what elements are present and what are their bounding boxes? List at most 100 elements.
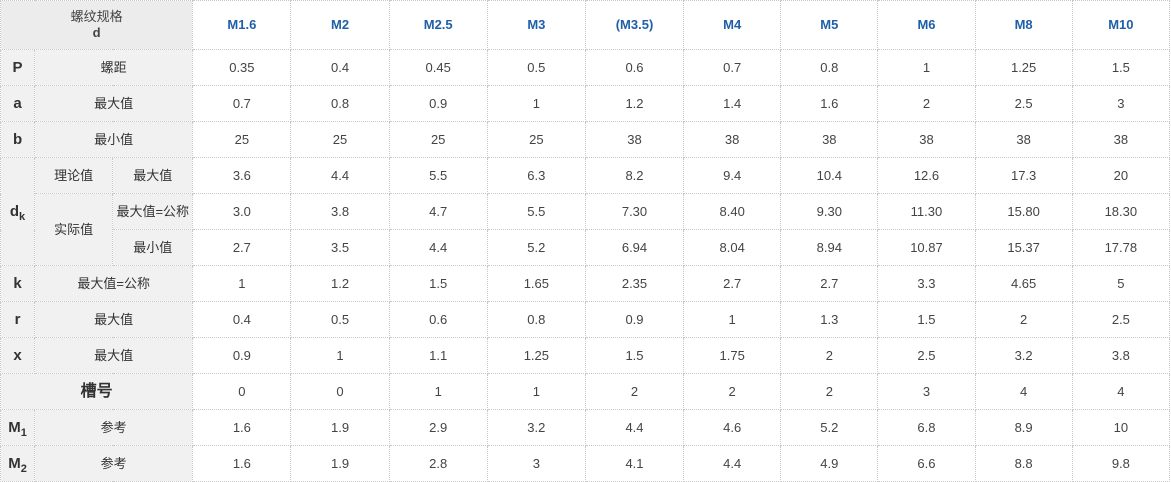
value-cell: 3.3 <box>877 265 976 302</box>
value-cell: 3.8 <box>1071 337 1171 374</box>
value-cell: 1.5 <box>1071 49 1171 86</box>
size-header: M8 <box>974 0 1073 50</box>
value-cell: 10.87 <box>877 229 976 266</box>
size-header: M3 <box>486 0 586 50</box>
row-label: 最大值 <box>112 157 194 194</box>
value-cell: 25 <box>388 121 488 158</box>
row-label: 螺距 <box>34 49 194 86</box>
value-cell: 3 <box>486 445 586 482</box>
value-cell: 9.8 <box>1071 445 1171 482</box>
value-cell: 8.9 <box>974 409 1073 446</box>
table-row: k 最大值=公称 1 1.2 1.5 1.65 2.35 2.7 2.7 3.3 4.65 5 <box>0 265 1171 302</box>
row-label: 最小值 <box>112 229 194 266</box>
value-cell: 2.7 <box>683 265 782 302</box>
table-row: P 螺距 0.35 0.4 0.45 0.5 0.6 0.7 0.8 1 1.25 1.5 <box>0 49 1171 86</box>
value-cell: 0.6 <box>388 301 488 338</box>
value-cell: 3.8 <box>290 193 390 230</box>
value-cell: 5 <box>1071 265 1171 302</box>
row-symbol: M1 <box>0 409 36 446</box>
value-cell: 0.7 <box>683 49 782 86</box>
value-cell: 2.7 <box>192 229 292 266</box>
value-cell: 5.2 <box>486 229 586 266</box>
value-cell: 8.94 <box>780 229 879 266</box>
value-cell: 9.30 <box>780 193 879 230</box>
value-cell: 25 <box>290 121 390 158</box>
value-cell: 0.7 <box>192 85 292 122</box>
value-cell: 1.3 <box>780 301 879 338</box>
size-header: M10 <box>1071 0 1171 50</box>
table-row: r 最大值 0.4 0.5 0.6 0.8 0.9 1 1.3 1.5 2 2.5 <box>0 301 1171 338</box>
value-cell: 4.1 <box>584 445 685 482</box>
value-cell: 2 <box>974 301 1073 338</box>
table-row: M2 参考 1.6 1.9 2.8 3 4.1 4.4 4.9 6.6 8.8 9.8 <box>0 445 1171 482</box>
symbol-text: M <box>8 454 21 472</box>
value-cell: 1.6 <box>192 409 292 446</box>
size-header: M5 <box>780 0 879 50</box>
row-label: 参考 <box>34 409 194 446</box>
value-cell: 2 <box>780 337 879 374</box>
value-cell: 2.8 <box>388 445 488 482</box>
row-symbol: dk <box>0 157 36 266</box>
row-symbol: a <box>0 85 36 122</box>
thread-spec-header: 螺纹规格 d <box>0 0 194 50</box>
value-cell: 1.6 <box>192 445 292 482</box>
thread-spec-symbol: d <box>92 25 101 40</box>
value-cell: 4.4 <box>388 229 488 266</box>
value-cell: 5.5 <box>388 157 488 194</box>
value-cell: 4.65 <box>974 265 1073 302</box>
row-symbol: k <box>0 265 36 302</box>
value-cell: 25 <box>192 121 292 158</box>
value-cell: 3 <box>1071 85 1171 122</box>
symbol-text: k <box>13 274 22 292</box>
row-label: 最小值 <box>34 121 194 158</box>
value-cell: 1.6 <box>780 85 879 122</box>
row-label: 最大值 <box>34 85 194 122</box>
value-cell: 2 <box>584 373 685 410</box>
value-cell: 1 <box>486 85 586 122</box>
value-cell: 1 <box>388 373 488 410</box>
value-cell: 0.9 <box>192 337 292 374</box>
symbol-text: d <box>9 202 20 220</box>
table-row: b 最小值 25 25 25 25 38 38 38 38 38 38 <box>0 121 1171 158</box>
dk-theory-label: 理论值 <box>34 157 114 194</box>
value-cell: 4 <box>974 373 1073 410</box>
size-header: (M3.5) <box>584 0 685 50</box>
value-cell: 2 <box>780 373 879 410</box>
value-cell: 0.5 <box>486 49 586 86</box>
value-cell: 3.0 <box>192 193 292 230</box>
value-cell: 0 <box>290 373 390 410</box>
symbol-text: M <box>8 418 21 436</box>
size-header: M1.6 <box>192 0 292 50</box>
value-cell: 6.6 <box>877 445 976 482</box>
symbol-text: b <box>12 130 23 148</box>
size-header: M2.5 <box>388 0 488 50</box>
value-cell: 2 <box>877 85 976 122</box>
value-cell: 1 <box>290 337 390 374</box>
value-cell: 4 <box>1071 373 1171 410</box>
row-symbol: M2 <box>0 445 36 482</box>
value-cell: 0.8 <box>780 49 879 86</box>
value-cell: 0.6 <box>584 49 685 86</box>
size-header: M6 <box>877 0 976 50</box>
value-cell: 2.5 <box>974 85 1073 122</box>
dk-actual-label: 实际值 <box>34 193 114 266</box>
value-cell: 2.7 <box>780 265 879 302</box>
value-cell: 1.5 <box>388 265 488 302</box>
value-cell: 17.78 <box>1071 229 1171 266</box>
value-cell: 7.30 <box>584 193 685 230</box>
value-cell: 10.4 <box>780 157 879 194</box>
row-label: 最大值=公称 <box>112 193 194 230</box>
symbol-text: a <box>13 94 22 112</box>
value-cell: 1.2 <box>290 265 390 302</box>
row-symbol: P <box>0 49 36 86</box>
value-cell: 0.4 <box>192 301 292 338</box>
value-cell: 1 <box>486 373 586 410</box>
value-cell: 3 <box>877 373 976 410</box>
value-cell: 38 <box>974 121 1073 158</box>
row-label: 最大值 <box>34 301 194 338</box>
value-cell: 8.2 <box>584 157 685 194</box>
value-cell: 0.5 <box>290 301 390 338</box>
value-cell: 10 <box>1071 409 1171 446</box>
value-cell: 2.5 <box>1071 301 1171 338</box>
